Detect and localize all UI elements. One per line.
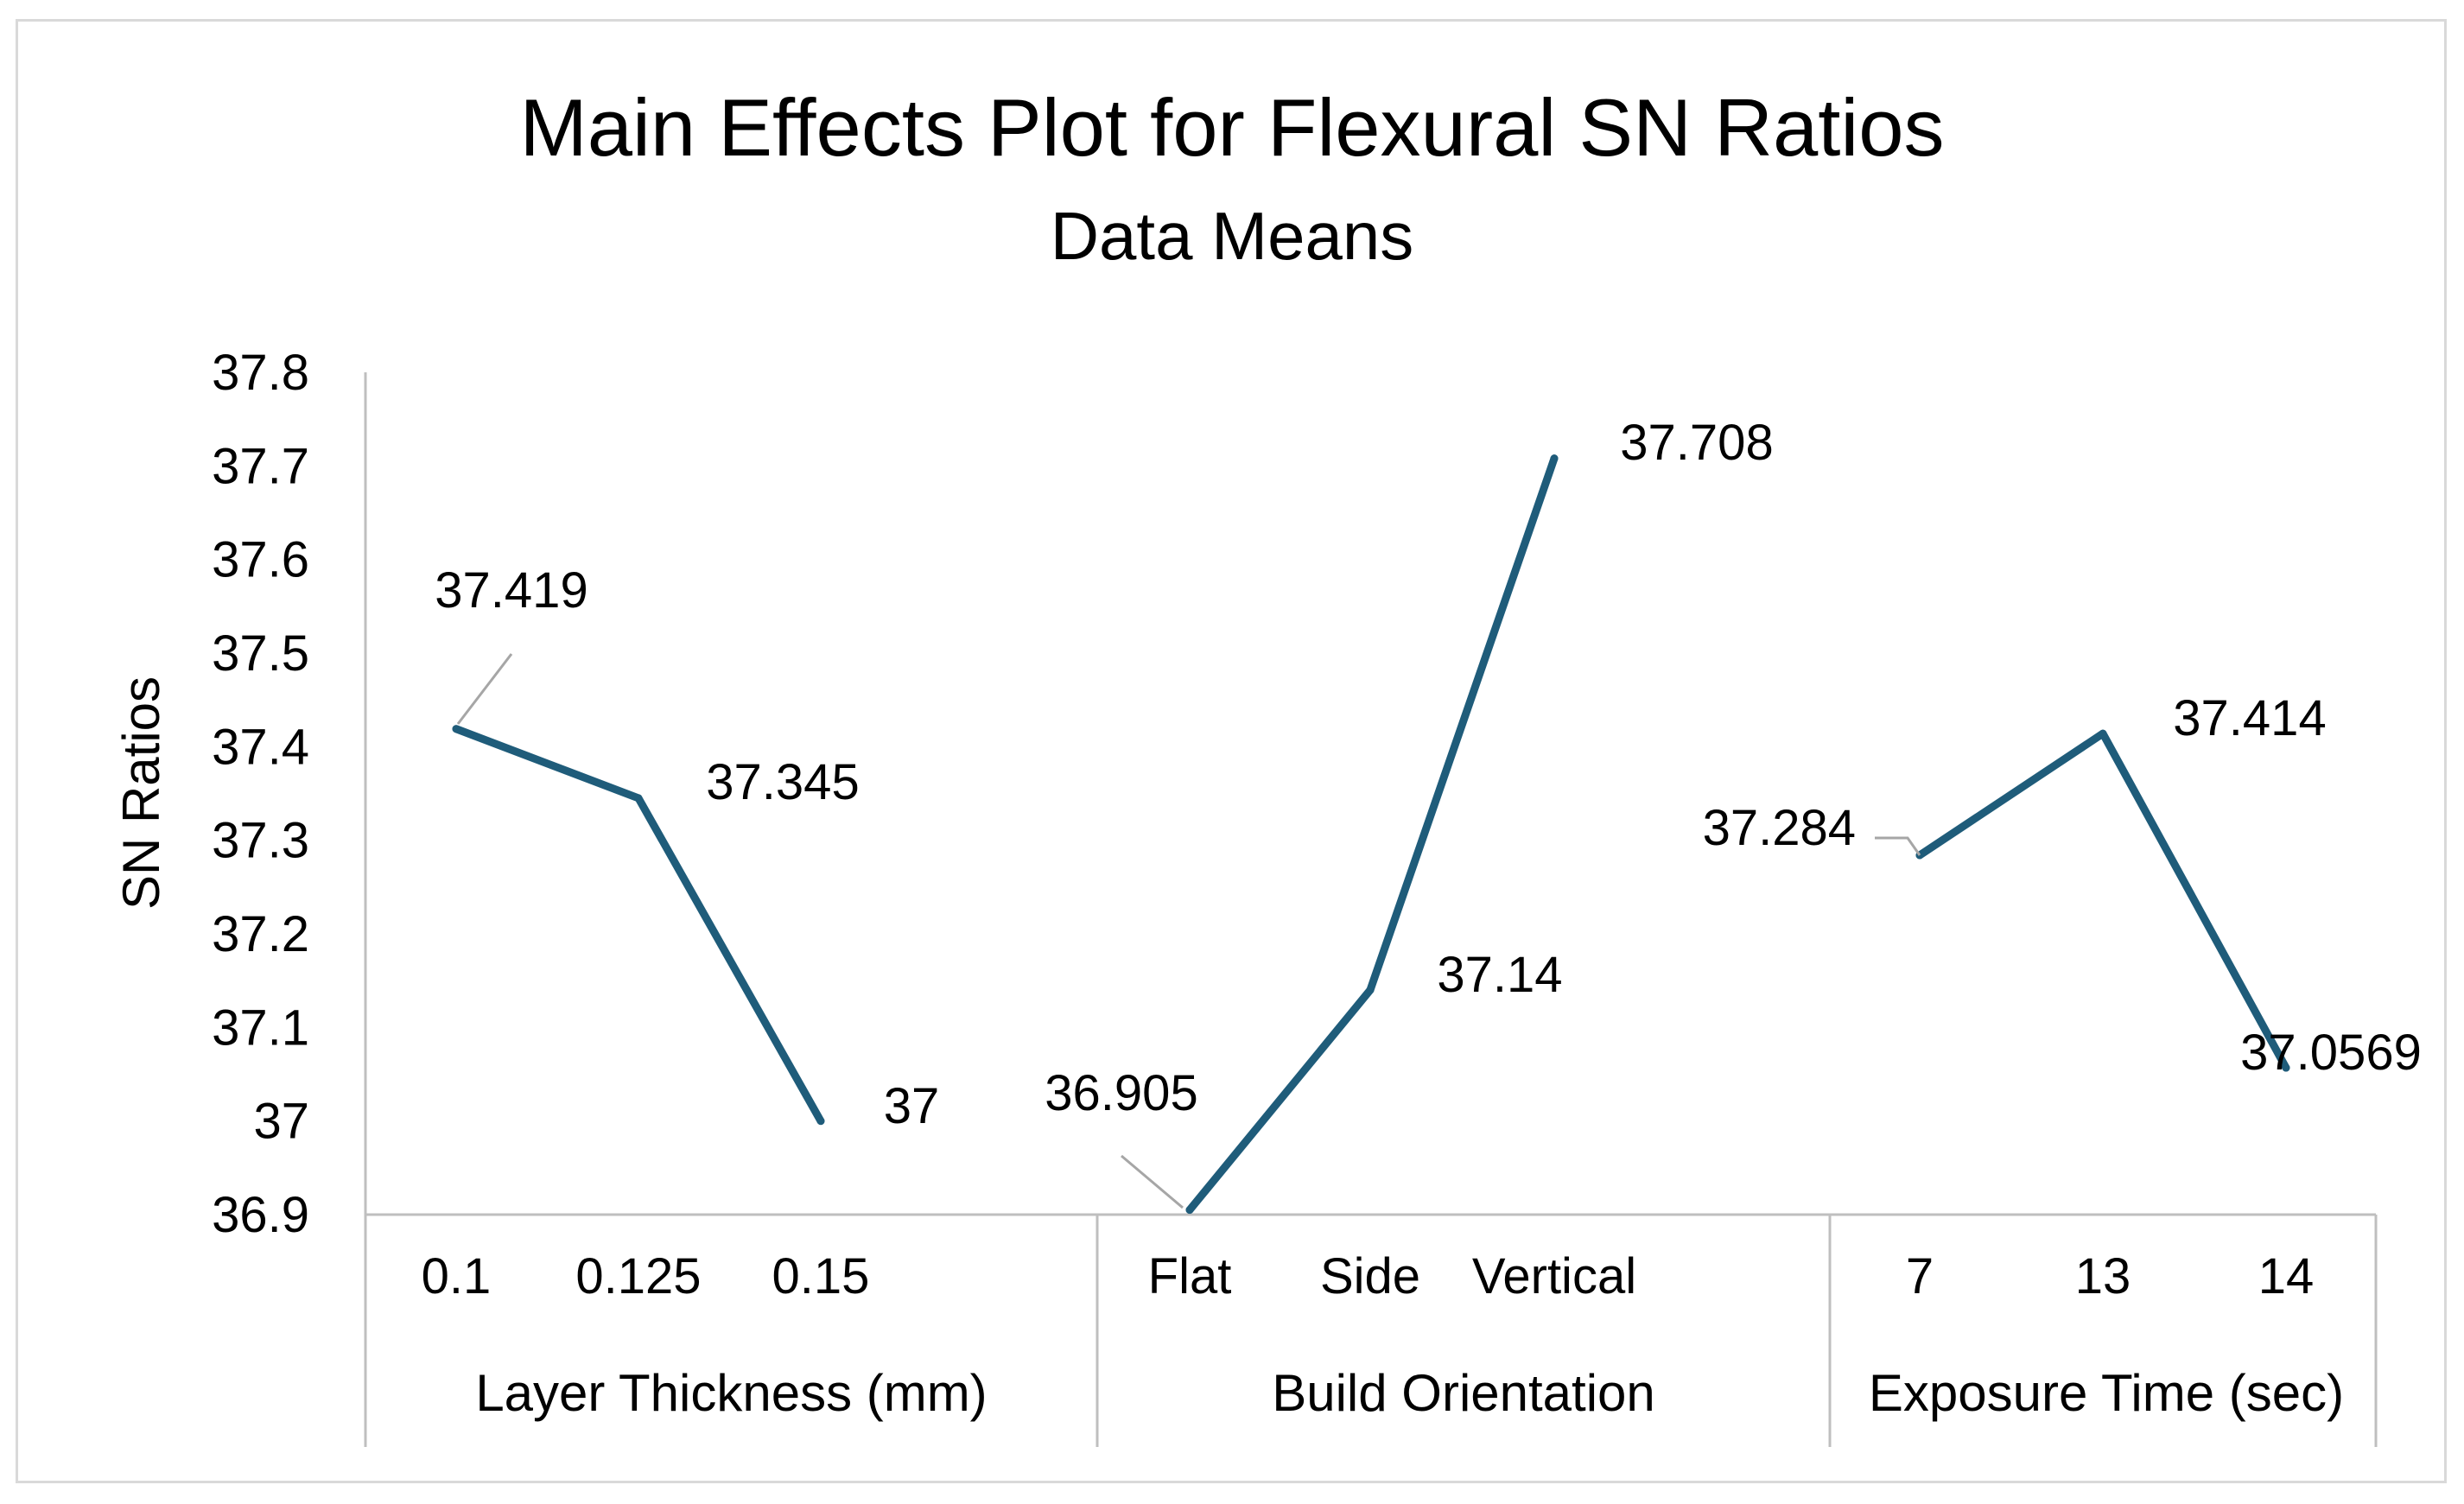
data-label: 37 [884, 1078, 940, 1134]
y-tick-label: 37 [253, 1094, 309, 1150]
x-tick-label: 0.15 [772, 1248, 870, 1304]
data-label: 36.905 [1045, 1065, 1197, 1121]
y-tick-label: 37.5 [212, 625, 309, 682]
series-line [1185, 454, 1559, 1215]
y-tick-label: 37.3 [212, 813, 309, 869]
y-tick-label: 37.1 [212, 999, 309, 1056]
chart-title: Main Effects Plot for Flexural SN Ratios [519, 82, 1944, 173]
x-tick-label: 14 [2258, 1248, 2315, 1304]
data-label: 37.414 [2173, 690, 2326, 746]
x-tick-label: Flat [1148, 1248, 1232, 1304]
data-point [1550, 454, 1559, 463]
y-tick-label: 37.2 [212, 906, 309, 962]
leader-line [1875, 836, 1921, 856]
data-label: 37.345 [706, 754, 859, 810]
data-label: 37.0569 [2240, 1025, 2422, 1081]
data-point [1185, 1206, 1194, 1215]
data-label: 37.284 [1703, 800, 1856, 856]
y-tick-label: 37.6 [212, 532, 309, 588]
y-tick-label: 37.4 [212, 719, 309, 775]
data-point [816, 1117, 825, 1126]
y-tick-label: 37.8 [212, 345, 309, 401]
chart-subtitle: Data Means [1051, 198, 1414, 274]
leader-line [456, 653, 513, 725]
x-tick-label: 0.125 [575, 1248, 701, 1304]
axes: 37.8 37.7 37.6 37.5 37.4 37.3 37.2 37.1 37 36.9 0.… [212, 345, 2378, 1447]
group-label: Build Orientation [1272, 1364, 1655, 1422]
data-point [634, 794, 643, 803]
data-label: 37.419 [435, 562, 587, 619]
x-tick-label: 7 [1906, 1248, 1934, 1304]
chart-marks: 37.419 37.345 37 36.905 37.14 37.708 37.284 37.… [435, 415, 2422, 1215]
series-line [1915, 729, 2290, 1072]
group-label: Exposure Time (sec) [1869, 1364, 2344, 1422]
data-label: 37.708 [1620, 415, 1773, 471]
chart-frame [16, 19, 2447, 1483]
y-axis-title: SN Ratios [112, 676, 170, 910]
x-tick-label: Vertical [1472, 1248, 1636, 1304]
data-point [452, 725, 460, 733]
data-label: 37.14 [1437, 947, 1562, 1003]
y-tick-label: 37.7 [212, 438, 309, 494]
y-tick-label: 36.9 [212, 1187, 309, 1243]
data-point [1366, 986, 1375, 994]
group-label: Layer Thickness (mm) [475, 1364, 987, 1422]
x-tick-label: Side [1320, 1248, 1420, 1304]
data-point [2099, 729, 2107, 738]
leader-line [1121, 1154, 1184, 1209]
data-point [2282, 1063, 2290, 1072]
x-tick-label: 0.1 [422, 1248, 492, 1304]
x-tick-label: 13 [2075, 1248, 2131, 1304]
